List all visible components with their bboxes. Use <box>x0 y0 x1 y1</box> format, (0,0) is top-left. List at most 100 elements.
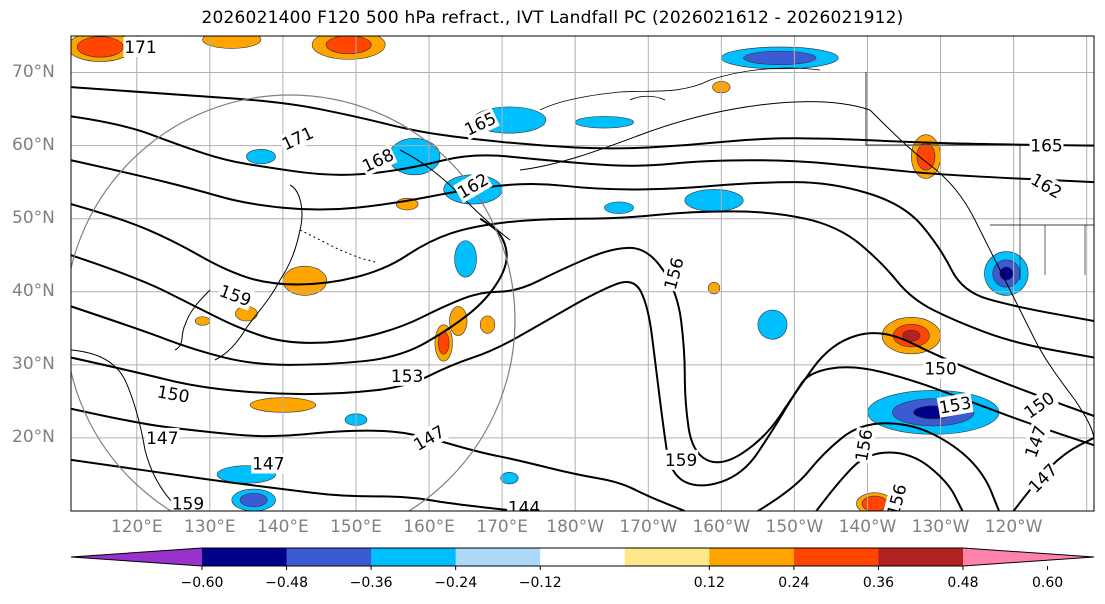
alaska-coast <box>519 101 871 171</box>
contour-label: 159 <box>172 495 204 515</box>
colorbar-tick-label: −0.12 <box>518 575 562 591</box>
anomaly-patch <box>604 201 634 214</box>
north-america-coast <box>869 109 1094 441</box>
latitude-label: 50°N <box>12 207 55 228</box>
longitude-label: 130°E <box>183 517 236 537</box>
longitude-label: 140°W <box>838 517 897 537</box>
colorbar-tick-label: 0.24 <box>778 575 810 591</box>
anomaly-patch <box>325 36 372 55</box>
colorbar <box>70 547 1095 570</box>
latitude-label: 30°N <box>12 353 55 374</box>
contour-label: 165 <box>1030 137 1062 157</box>
contour-label: 159 <box>665 451 697 471</box>
contour-label: 153 <box>391 367 423 387</box>
longitude-label: 130°W <box>911 517 970 537</box>
contour-label-background <box>390 365 425 386</box>
contour-label-background <box>154 381 192 407</box>
anomaly-patch <box>454 240 477 278</box>
contour-label-background <box>882 481 911 511</box>
height-contour-line <box>71 281 1094 487</box>
longitude-label: 140°E <box>257 517 309 537</box>
contour-label-background <box>936 392 974 418</box>
contour-label: 144 <box>508 498 540 518</box>
colorbar-tick-label: −0.24 <box>434 575 478 591</box>
contour-label-background <box>1020 422 1051 461</box>
height-contour-line <box>71 115 1094 184</box>
anomaly-patch <box>902 329 921 342</box>
height-contour-line <box>71 458 517 511</box>
anomaly-patch <box>202 36 262 49</box>
height-contour-line <box>815 451 964 511</box>
longitude-label: 120°E <box>110 517 163 537</box>
colorbar-segment <box>286 548 372 566</box>
contour-label-background <box>1023 459 1062 498</box>
colorbar-tick-label: −0.36 <box>349 575 393 591</box>
colorbar-tick-label: 0.60 <box>1031 575 1064 591</box>
height-contour-line <box>71 159 1094 322</box>
state-borders <box>1019 145 1086 280</box>
anomaly-patch <box>574 116 634 129</box>
height-contour-line <box>71 86 1094 150</box>
japan-coast <box>214 184 303 361</box>
kuril-islands <box>299 229 376 263</box>
height-contours <box>71 86 1094 511</box>
colorbar-segment <box>455 548 541 566</box>
longitude-label: 160°W <box>692 517 751 537</box>
contour-label: 147 <box>252 455 284 475</box>
colorbar-segment <box>202 548 288 566</box>
contour-label-background <box>251 453 286 474</box>
contour-label: 150 <box>924 360 956 380</box>
height-contour-line <box>757 422 1000 511</box>
contour-label-background <box>277 122 318 155</box>
contour-label-background <box>170 493 205 511</box>
anomaly-patch <box>246 148 276 165</box>
anomaly-patch <box>76 36 124 58</box>
latitude-label: 40°N <box>12 280 55 301</box>
contour-label-background <box>507 497 542 511</box>
anomaly-patch <box>282 265 328 296</box>
anomaly-patch <box>239 492 268 508</box>
contour-label-background <box>1019 387 1059 423</box>
longitude-label: 160°E <box>403 517 455 537</box>
contour-label-background <box>851 426 877 464</box>
contour-label-background <box>358 143 398 177</box>
colorbar-tick-label: −0.60 <box>180 575 224 591</box>
colorbar-segment <box>709 548 795 566</box>
landfall-region-circle <box>71 94 516 511</box>
contour-label-background <box>453 168 493 203</box>
contour-label-background <box>659 254 688 293</box>
latitude-label: 70°N <box>12 61 55 82</box>
colorbar-segment <box>793 548 879 566</box>
longitude-label: 150°E <box>330 517 382 537</box>
anomaly-patch <box>743 50 817 66</box>
chukotka-coast <box>539 67 821 111</box>
longitude-label: 150°W <box>765 517 824 537</box>
longitude-label: 120°W <box>984 517 1043 537</box>
longitude-label: 180°W <box>546 517 605 537</box>
latitude-label: 60°N <box>12 134 55 155</box>
contour-label: 147 <box>146 429 178 449</box>
map-title: 2026021400 F120 500 hPa refract., IVT La… <box>201 8 904 28</box>
kamchatka-coast <box>399 149 511 241</box>
anomaly-patch <box>707 281 721 295</box>
colorbar-segment <box>878 548 964 566</box>
contour-label-background <box>409 420 449 456</box>
colorbar-segment <box>540 548 626 566</box>
anomaly-patch <box>500 471 519 485</box>
contour-label-background <box>1026 168 1067 203</box>
contour-label: 171 <box>124 38 156 58</box>
contour-label-background <box>923 358 958 379</box>
longitude-label: 170°E <box>476 517 528 537</box>
plot-frame <box>70 35 1095 512</box>
colorbar-tick-label: 0.36 <box>862 575 895 591</box>
colorbar-extend-high <box>963 548 1094 566</box>
anomaly-patch <box>684 189 744 212</box>
colorbar-segment <box>371 548 457 566</box>
colorbar-tick-label: 0.48 <box>947 575 979 591</box>
colorbar-segment <box>624 548 710 566</box>
contour-label-background <box>1029 135 1064 156</box>
colorbar-extend-low <box>71 548 202 566</box>
anomaly-patch <box>757 309 788 340</box>
anomaly-patch <box>861 495 888 511</box>
